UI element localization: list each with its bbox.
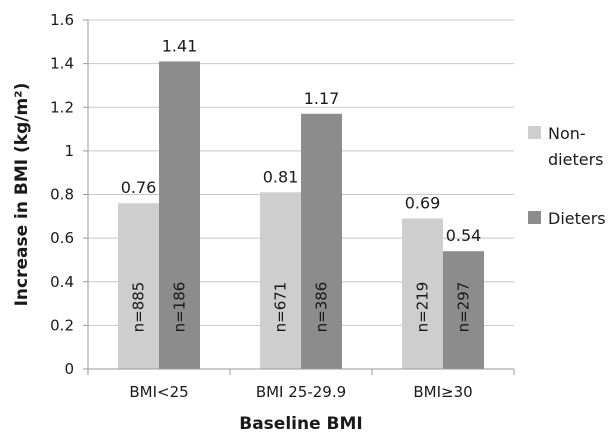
bar: [443, 251, 484, 369]
y-tick-label: 0.6: [50, 229, 74, 247]
bar-sample-size-label: n=297: [455, 282, 473, 333]
bar-sample-size-label: n=671: [272, 282, 290, 333]
bar-value-label: 1.41: [162, 36, 198, 55]
bar-value-label: 0.69: [405, 193, 441, 212]
y-tick-label: 1: [64, 142, 74, 160]
bar: [260, 192, 301, 369]
legend-swatch: [528, 126, 541, 139]
legend-label: dieters: [548, 150, 603, 169]
bar: [159, 61, 200, 369]
y-tick-label: 0.2: [50, 316, 74, 334]
y-tick-label: 0: [64, 360, 74, 378]
bar-value-label: 1.17: [304, 89, 340, 108]
y-tick-label: 0.8: [50, 186, 74, 204]
y-tick-label: 1.2: [50, 98, 74, 116]
legend-label: Dieters: [548, 209, 606, 228]
legend-label: Non-: [548, 124, 586, 143]
x-axis-title: Baseline BMI: [239, 414, 362, 434]
bar-sample-size-label: n=186: [171, 282, 189, 333]
bars: [118, 61, 484, 369]
x-tick-label: BMI≥30: [413, 383, 472, 401]
y-tick-label: 1.6: [50, 11, 74, 29]
bar-sample-size-label: n=885: [130, 282, 148, 333]
bar-value-label: 0.76: [121, 178, 157, 197]
y-tick-label: 1.4: [50, 55, 74, 73]
bar-value-label: 0.54: [446, 226, 482, 245]
bar: [301, 113, 342, 369]
bar-value-label: 0.81: [263, 167, 299, 186]
x-tick-label: BMI<25: [129, 383, 188, 401]
bar: [402, 218, 443, 369]
x-tick-label: BMI 25-29.9: [256, 383, 346, 401]
legend: Non-dieters Dieters: [528, 124, 606, 228]
legend-swatch: [528, 211, 541, 224]
bar-sample-size-label: n=219: [414, 282, 432, 333]
bar: [118, 203, 159, 369]
data-labels: 0.76 n=885 1.41 n=186 0.81 n=671 1.17 n=386 0.69…: [121, 36, 482, 332]
y-axis-title: Increase in BMI (kg/m²): [12, 83, 32, 307]
bar-sample-size-label: n=386: [313, 282, 331, 333]
y-tick-label: 0.4: [50, 273, 74, 291]
